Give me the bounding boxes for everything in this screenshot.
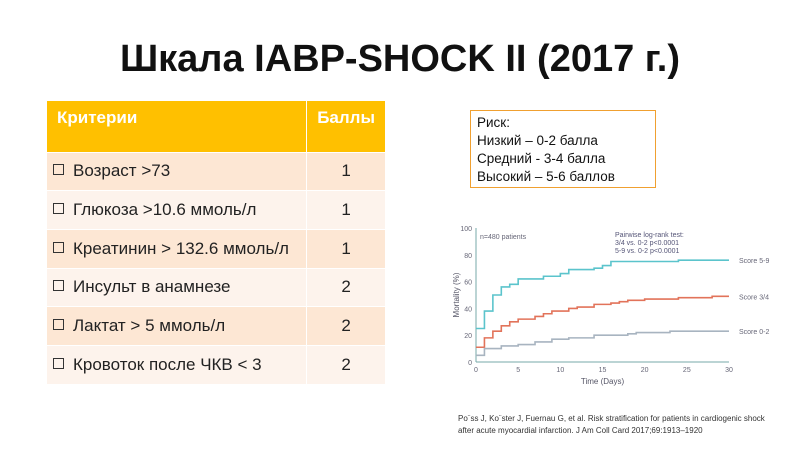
y-tick-label: 80 (464, 253, 472, 260)
risk-low: Низкий – 0-2 балла (477, 133, 598, 148)
x-tick-label: 15 (599, 367, 607, 374)
checkbox-bullet-icon (53, 319, 64, 331)
criterion-label: Креатинин > 132.6 ммоль/л (73, 238, 289, 258)
series-label: Score 5-9 (739, 258, 769, 265)
series-label: Score 3/4 (739, 294, 769, 301)
annotation-logrank: Pairwise log-rank test: (615, 232, 684, 239)
criterion-cell: Кровоток после ЧКВ < 3 (47, 344, 307, 384)
x-tick-label: 10 (556, 367, 564, 374)
criteria-table: Критерии Баллы Возраст >73 1 Глюкоза >10.6… (47, 101, 385, 384)
points-cell: 1 (306, 228, 385, 269)
criterion-label: Лактат > 5 ммоль/л (73, 316, 226, 336)
y-tick-label: 100 (460, 226, 472, 233)
points-cell: 2 (306, 306, 385, 346)
annotation-logrank: 3/4 vs. 0-2 p<0.0001 (615, 240, 679, 247)
checkbox-bullet-icon (53, 280, 64, 292)
risk-high: Высокий – 5-6 баллов (477, 169, 615, 184)
citation-line: after acute myocardial infarction. J Am … (458, 426, 703, 435)
x-axis-label: Time (Days) (581, 377, 625, 386)
header-criteria: Критерии (47, 101, 307, 152)
x-tick-label: 5 (516, 367, 520, 374)
checkbox-bullet-icon (53, 164, 64, 176)
table-row: Глюкоза >10.6 ммоль/л 1 (47, 190, 385, 230)
series-line-score-3-4 (476, 295, 729, 349)
criterion-label: Возраст >73 (73, 161, 171, 181)
slide-title: Шкала IABP-SHOCK II (2017 г.) (119, 38, 681, 80)
y-tick-label: 20 (464, 333, 472, 340)
annotation-logrank: 5-9 vs. 0-2 p<0.0001 (615, 248, 680, 255)
points-cell: 1 (306, 190, 385, 230)
checkbox-bullet-icon (53, 357, 64, 369)
citation-line: Po¨ss J, Ko¨ster J, Fuernau G, et al. Ri… (458, 414, 765, 423)
table-row: Кровоток после ЧКВ < 3 2 (47, 344, 385, 384)
risk-medium: Средний - 3-4 балла (477, 151, 606, 166)
criterion-label: Инсульт в анамнезе (73, 277, 231, 297)
criterion-cell: Глюкоза >10.6 ммоль/л (47, 190, 307, 230)
criterion-cell: Инсульт в анамнезе (47, 267, 307, 307)
risk-title: Риск: (477, 115, 510, 130)
x-tick-label: 20 (641, 367, 649, 374)
points-cell: 2 (306, 344, 385, 384)
table-row: Креатинин > 132.6 ммоль/л 1 (47, 228, 385, 269)
table-row: Лактат > 5 ммоль/л 2 (47, 306, 385, 346)
points-cell: 1 (306, 151, 385, 191)
risk-box: Риск: Низкий – 0-2 балла Средний - 3-4 б… (470, 110, 656, 188)
y-tick-label: 40 (464, 306, 472, 313)
criterion-label: Глюкоза >10.6 ммоль/л (73, 200, 257, 220)
series-line-score-0-2 (476, 330, 729, 357)
checkbox-bullet-icon (53, 241, 64, 253)
y-tick-label: 0 (468, 360, 472, 367)
y-axis-label: Mortality (%) (452, 272, 461, 317)
series-line-score-5-9 (476, 259, 729, 330)
series-label: Score 0-2 (739, 329, 769, 336)
criterion-cell: Креатинин > 132.6 ммоль/л (47, 228, 307, 269)
citation: Po¨ss J, Ko¨ster J, Fuernau G, et al. Ri… (458, 413, 765, 437)
table-row: Инсульт в анамнезе 2 (47, 267, 385, 307)
annotation-n: n=480 patients (480, 234, 527, 241)
header-points: Баллы (306, 101, 385, 152)
x-tick-label: 0 (474, 367, 478, 374)
criterion-label: Кровоток после ЧКВ < 3 (73, 354, 262, 374)
y-tick-label: 60 (464, 280, 472, 287)
x-tick-label: 30 (725, 367, 733, 374)
checkbox-bullet-icon (53, 203, 64, 215)
criterion-cell: Возраст >73 (47, 151, 307, 191)
x-tick-label: 25 (683, 367, 691, 374)
criterion-cell: Лактат > 5 ммоль/л (47, 306, 307, 346)
points-cell: 2 (306, 267, 385, 307)
table-row: Возраст >73 1 (47, 151, 385, 191)
